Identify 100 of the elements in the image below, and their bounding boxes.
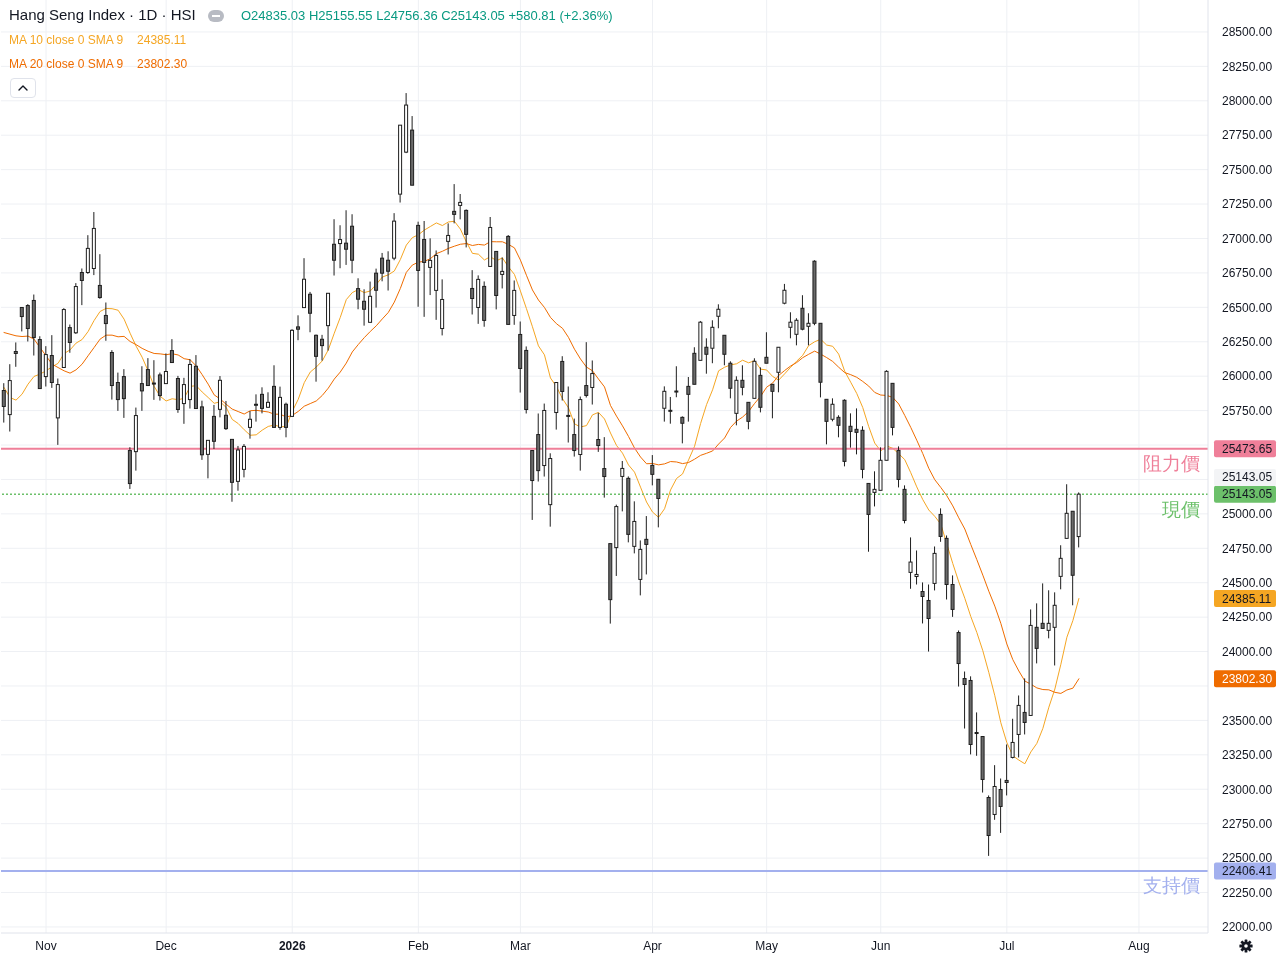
candlestick xyxy=(157,372,162,402)
y-tick-label: 22500.00 xyxy=(1222,851,1273,866)
y-tick-label: 28250.00 xyxy=(1222,59,1273,74)
text: MA 10 close 0 SMA 9 xyxy=(9,33,124,47)
y-tick-label: 25473.65 xyxy=(1222,441,1273,456)
y-tick-label: 25143.05 xyxy=(1222,487,1273,502)
candlestick xyxy=(458,193,463,220)
candlestick xyxy=(338,224,343,269)
x-tick-label: Mar xyxy=(510,938,531,953)
candlestick xyxy=(25,303,30,342)
y-tick-label: 23802.30 xyxy=(1222,672,1273,687)
candlestick xyxy=(344,209,349,266)
candlestick xyxy=(103,302,108,342)
candlestick xyxy=(920,581,925,624)
candlestick xyxy=(241,443,246,478)
candlestick xyxy=(938,507,943,543)
candlestick xyxy=(374,268,379,309)
text: 24385.11 xyxy=(137,33,187,47)
candlestick xyxy=(1052,591,1057,666)
candlestick xyxy=(260,386,264,414)
x-tick-label: Feb xyxy=(408,938,430,953)
y-tick-label: 24385.11 xyxy=(1222,591,1272,606)
candlestick xyxy=(115,372,120,412)
candlestick xyxy=(1,382,6,424)
ref-line-label: 現價 xyxy=(1162,498,1200,520)
y-tick-label: 23500.00 xyxy=(1222,713,1273,728)
candlestick xyxy=(590,359,595,406)
x-tick-label: Nov xyxy=(35,938,57,953)
text: 23802.30 xyxy=(137,57,188,71)
x-tick-label: Apr xyxy=(643,938,662,953)
candlestick xyxy=(296,314,301,341)
y-tick-label: 26500.00 xyxy=(1222,300,1273,315)
y-tick-label: 24750.00 xyxy=(1222,541,1273,556)
y-tick-label: 23250.00 xyxy=(1222,748,1273,763)
candlestick xyxy=(247,410,252,440)
candlestick xyxy=(566,386,571,444)
candlestick xyxy=(320,334,325,362)
candlestick xyxy=(380,252,385,282)
y-tick-label: 26000.00 xyxy=(1222,369,1273,384)
candlestick xyxy=(1004,744,1009,796)
ref-line-label: 阻力價 xyxy=(1143,453,1200,475)
candlestick xyxy=(43,345,48,387)
candlestick xyxy=(67,324,72,354)
candlestick xyxy=(139,365,144,412)
candlestick xyxy=(386,250,391,292)
candlestick xyxy=(926,584,931,653)
candlestick xyxy=(332,218,337,277)
candlestick xyxy=(145,357,150,387)
candlestick xyxy=(500,256,505,289)
candlestick xyxy=(253,393,258,423)
y-tick-label: 24250.00 xyxy=(1222,610,1273,625)
candlestick xyxy=(620,460,625,512)
y-tick-label: 22000.00 xyxy=(1222,920,1273,935)
ref-line-label: 支持價 xyxy=(1143,875,1200,897)
y-tick-label: 25750.00 xyxy=(1222,403,1273,418)
candlestick xyxy=(97,253,102,300)
line-series xyxy=(3,241,1080,694)
candlestick xyxy=(428,237,433,296)
candlestick xyxy=(169,338,174,364)
candlestick xyxy=(464,208,469,248)
candlestick xyxy=(422,220,427,318)
candlestick xyxy=(446,222,451,255)
candlestick xyxy=(308,291,313,333)
candlestick xyxy=(13,341,18,368)
candlestick xyxy=(680,415,685,444)
candlestick xyxy=(284,402,289,438)
candlestick xyxy=(584,341,589,399)
candlestick xyxy=(716,303,721,329)
candlestick xyxy=(746,401,751,430)
y-tick-label: 27500.00 xyxy=(1222,162,1273,177)
candlestick xyxy=(662,385,667,423)
candlestick xyxy=(764,331,769,364)
candlestick xyxy=(674,365,679,398)
y-tick-label: 22250.00 xyxy=(1222,885,1273,900)
candlestick xyxy=(121,368,126,419)
text: O24835.03 H25155.55 L24756.36 C25143.05 +580.81 (+2.36%) xyxy=(241,8,613,23)
candlestick xyxy=(644,515,649,575)
x-tick-label: Jun xyxy=(871,938,891,953)
candlestick xyxy=(908,536,913,590)
y-tick-label: 23000.00 xyxy=(1222,782,1273,797)
y-tick-label: 26250.00 xyxy=(1222,335,1273,350)
candlestick xyxy=(452,183,457,224)
y-tick-label: 24000.00 xyxy=(1222,644,1273,659)
candlestick xyxy=(314,334,319,383)
candlestick xyxy=(722,334,727,366)
y-tick-label: 28000.00 xyxy=(1222,94,1273,109)
candlestick xyxy=(19,306,24,332)
candlestick xyxy=(163,352,168,385)
candlestick xyxy=(770,383,775,419)
candlestick xyxy=(656,478,661,528)
y-tick-label: 28500.00 xyxy=(1222,25,1273,40)
candlestick xyxy=(1058,544,1063,590)
candlestick xyxy=(650,454,655,486)
y-tick-label: 26750.00 xyxy=(1222,266,1273,281)
candlestick xyxy=(686,376,691,423)
candlestick xyxy=(596,412,601,453)
candlestick xyxy=(362,288,367,327)
x-tick-label: Aug xyxy=(1128,938,1150,953)
y-tick-label: 22406.41 xyxy=(1222,864,1273,879)
y-tick-label: 27250.00 xyxy=(1222,197,1273,212)
